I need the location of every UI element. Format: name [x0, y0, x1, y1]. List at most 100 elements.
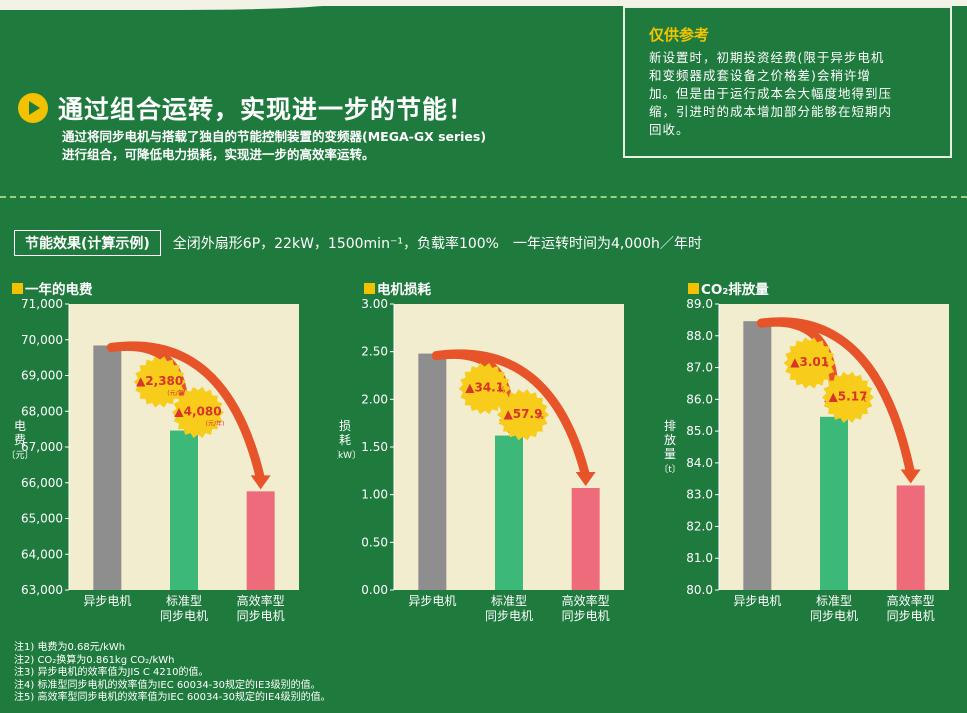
x-tick-label: 同步电机 [810, 609, 858, 623]
chart-title: 一年的电费 [12, 278, 93, 298]
y-tick-label: 80.0 [686, 583, 713, 597]
y-tick-label: 68,000 [21, 404, 63, 418]
badge-value: ▲3.01 [790, 355, 829, 369]
y-tick-label: 1.50 [361, 440, 388, 454]
chart-title: CO₂排放量 [688, 278, 769, 298]
footnote: 注4) 标准型同步电机的效率值为IEC 60034-30规定的IE3级别的值。 [14, 679, 321, 691]
footnote: 注3) 异步电机的效率值为JIS C 4210的值。 [14, 667, 209, 678]
y-axis-label: 〔kW〕 [337, 450, 361, 461]
y-tick-label: 2.50 [361, 345, 388, 359]
top-strip [0, 0, 967, 6]
x-tick-label: 标准型 [166, 594, 202, 608]
x-tick-label: 高效率型 [887, 593, 935, 608]
effect-label: 节能效果(计算示例) [14, 230, 161, 256]
footnotes: 注1) 电费为0.68元/kWh 注2) CO₂换算为0.861kg CO₂/k… [14, 642, 331, 705]
arrow-head [250, 475, 271, 490]
play-icon [18, 93, 48, 123]
y-tick-label: 81.0 [686, 551, 713, 565]
badge-unit: (元/年) [206, 419, 225, 427]
notice-line: 回收。 [649, 122, 690, 137]
notice-box: 仅供参考 新设置时，初期投资经费(限于异步电机 和变频器成套设备之价格差)会稍许… [623, 6, 952, 158]
x-tick-label: 同步电机 [887, 609, 935, 623]
y-tick-label: 0.50 [361, 535, 388, 549]
x-tick-label: 同步电机 [237, 609, 285, 623]
badge-value: ▲4,080 [174, 404, 221, 418]
badge-burst [497, 389, 549, 441]
y-tick-label: 70,000 [21, 333, 63, 347]
x-tick-label: 高效率型 [237, 593, 285, 608]
headline: 通过组合运转，实现进一步的节能！ [18, 90, 474, 126]
footnote: 注5) 高效率型同步电机的效率值为IEC 60034-30规定的IE4级别的值。 [14, 692, 331, 703]
notice-title: 仅供参考 [649, 26, 710, 44]
chart-title: 电机损耗 [364, 278, 431, 298]
bar [495, 435, 523, 590]
x-tick-label: 高效率型 [562, 593, 610, 608]
effect-row: 节能效果(计算示例) 全闭外扇形6P，22kW，1500min⁻¹，负载率100… [14, 230, 702, 256]
dashed-divider [0, 196, 967, 198]
badge-value: ▲2,380 [136, 374, 183, 388]
subtext-line: 通过将同步电机与搭载了独自的节能控制装置的变频器(MEGA-GX series) [62, 129, 487, 144]
footnote: 注1) 电费为0.68元/kWh [14, 642, 126, 653]
badge-burst [822, 371, 874, 423]
y-axis-label: 排 [664, 419, 676, 433]
y-axis-label: 耗 [339, 433, 351, 447]
y-tick-label: 87.0 [686, 361, 713, 375]
notice-body: 新设置时，初期投资经费(限于异步电机 和变频器成套设备之价格差)会稍许增 加。但… [649, 49, 930, 139]
y-tick-label: 3.00 [361, 297, 388, 311]
bar [170, 430, 198, 590]
badge-unit: (元/年) [167, 389, 186, 397]
y-tick-label: 86.0 [686, 392, 713, 406]
arrow-head [575, 471, 596, 486]
notice-line: 和变频器成套设备之价格差)会稍许增 [649, 68, 871, 83]
reduction-arrow [431, 349, 591, 481]
y-tick-label: 64,000 [21, 547, 63, 561]
chart-svg: 63,000 64,000 65,000 66,000 67,000 68,000 69,0… [6, 297, 299, 623]
x-tick-label: 异步电机 [83, 594, 131, 608]
page-title: 通过组合运转，实现进一步的节能！ [58, 95, 475, 124]
y-axis-label: 〔t〕 [662, 464, 681, 475]
y-tick-label: 88.0 [686, 329, 713, 343]
y-tick-label: 66,000 [21, 476, 63, 490]
bar [743, 321, 772, 590]
chart-title-text: CO₂排放量 [701, 282, 769, 298]
badge-unit: % [536, 412, 544, 421]
y-tick-label: 1.00 [361, 488, 388, 502]
chart-title-text: 电机损耗 [377, 282, 431, 298]
y-tick-label: 71,000 [21, 297, 63, 311]
x-tick-label: 同步电机 [485, 609, 533, 623]
notice-line: 新设置时，初期投资经费(限于异步电机 [649, 50, 885, 65]
y-tick-label: 65,000 [21, 512, 63, 526]
reduction-arrow [106, 341, 266, 484]
badge-value: ▲57.9 [504, 407, 543, 421]
chart-svg: 80.0 81.0 82.0 83.0 84.0 85.0 86.0 87.0 88.0 89.0… [659, 297, 949, 623]
y-tick-label: 84.0 [686, 456, 713, 470]
title-square-icon [12, 282, 23, 294]
y-tick-label: 89.0 [686, 297, 713, 311]
badge-burst [172, 386, 224, 438]
y-tick-label: 2.00 [361, 392, 388, 406]
y-axis-label: 量 [664, 447, 676, 461]
badge-value: ▲34.1 [465, 381, 504, 395]
title-square-icon [364, 282, 375, 294]
badge-burst [458, 363, 511, 415]
x-tick-label: 标准型 [816, 594, 852, 608]
effect-conditions: 全闭外扇形6P，22kW，1500min⁻¹，负载率100% 一年运转时间为4,… [172, 236, 702, 252]
x-tick-label: 同步电机 [160, 609, 208, 623]
y-axis-label: 电 [14, 419, 26, 433]
x-tick-label: 标准型 [491, 594, 527, 608]
top-wave [0, 0, 360, 10]
bar [820, 416, 848, 590]
y-tick-label: 69,000 [21, 369, 63, 383]
badge-burst [783, 337, 836, 389]
bar [571, 487, 600, 590]
bar [418, 353, 447, 590]
subtext-line: 进行组合，可降低电力损耗，实现进一步的高效率运转。 [62, 147, 375, 162]
title-square-icon [688, 282, 699, 294]
y-axis-label: 损 [339, 419, 351, 433]
footnote: 注2) CO₂换算为0.861kg CO₂/kWh [14, 654, 175, 666]
reduction-arrow [756, 317, 916, 478]
bar [246, 491, 275, 590]
y-tick-label: 83.0 [686, 488, 713, 502]
chart-svg: 0.00 0.50 1.00 1.50 2.00 2.50 3.00 损耗〔kW〕异步电机 标准… [329, 297, 624, 623]
subtext: 通过将同步电机与搭载了独自的节能控制装置的变频器(MEGA-GX series)… [62, 128, 602, 164]
